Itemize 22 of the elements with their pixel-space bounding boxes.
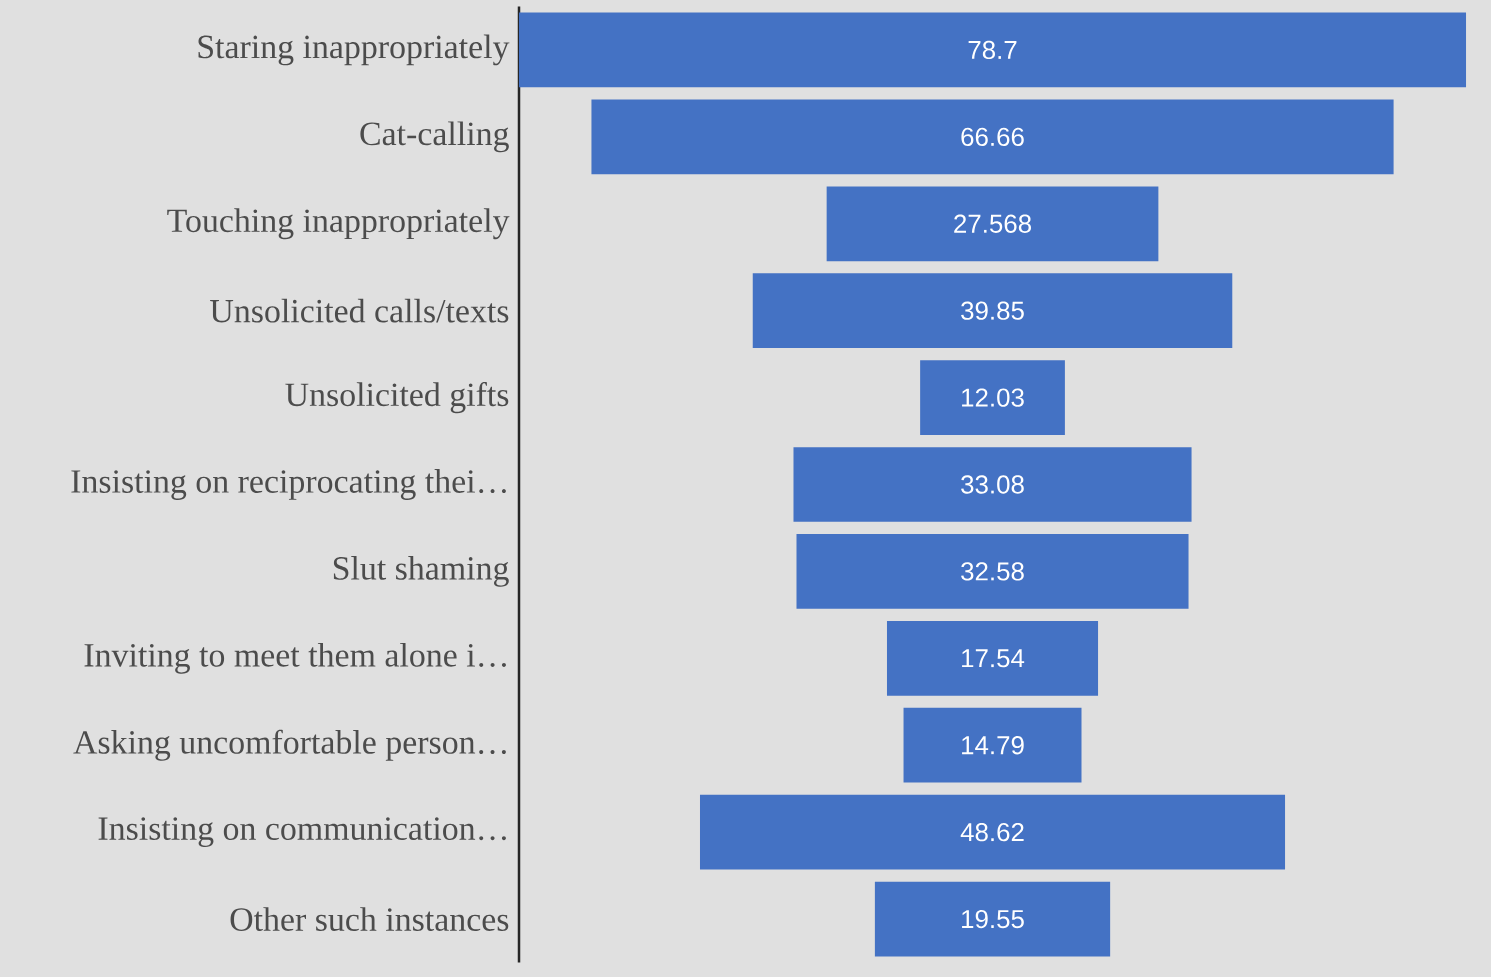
category-label: Insisting on reciprocating thei… xyxy=(71,469,506,500)
category-label: Other such instances xyxy=(230,907,509,931)
category-label: Inviting to meet them alone i… xyxy=(84,642,506,674)
category-label: Insisting on communication… xyxy=(98,817,506,848)
data-label: 14.79 xyxy=(962,736,1024,755)
data-label: 39.85 xyxy=(961,301,1024,320)
category-label: Unsolicited calls/texts xyxy=(210,298,509,323)
category-label: Staring inappropriately xyxy=(198,34,510,66)
data-label: 19.55 xyxy=(962,909,1024,929)
category-label: Touching inappropriately xyxy=(167,208,510,240)
category-label: Unsolicited gifts xyxy=(285,382,509,414)
category-label: Cat-calling xyxy=(360,121,509,153)
data-label: 17.54 xyxy=(962,649,1025,668)
data-label: 27.568 xyxy=(954,214,1031,233)
data-label: 33.08 xyxy=(961,475,1024,494)
data-label: 78.7 xyxy=(968,40,1017,60)
category-label: Asking uncomfortable person… xyxy=(73,729,506,761)
data-label: 32.58 xyxy=(961,562,1024,581)
data-label: 48.62 xyxy=(960,822,1024,842)
data-label: 12.03 xyxy=(962,388,1024,407)
data-label: 66.66 xyxy=(961,127,1024,147)
category-label: Slut shaming xyxy=(333,556,509,587)
